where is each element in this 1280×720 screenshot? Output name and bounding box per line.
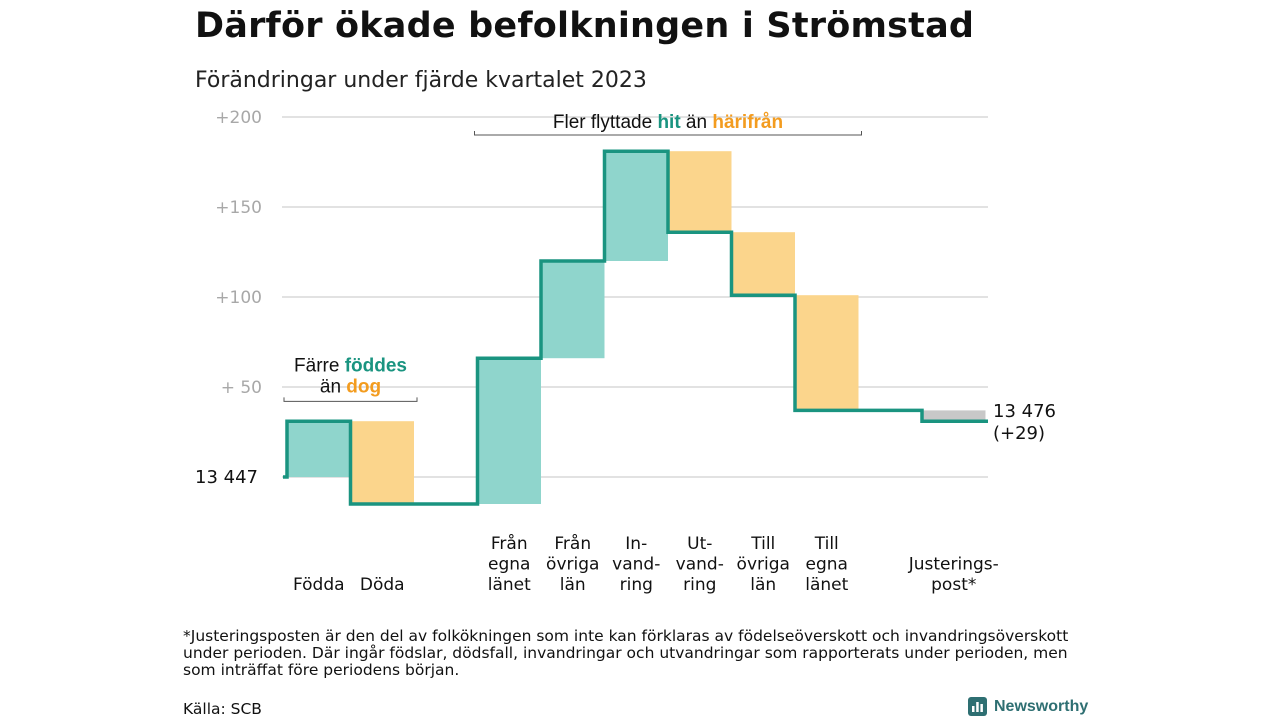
x-category-label: egna xyxy=(806,555,848,575)
start-value-label: 13 447 xyxy=(195,467,258,488)
annotation-part: föddes xyxy=(345,355,407,376)
y-tick-label: +100 xyxy=(215,288,262,308)
annotation-part: Fler flyttade xyxy=(553,112,658,133)
end-value-label: (+29) xyxy=(993,423,1045,444)
annotation-part: dog xyxy=(346,376,381,397)
x-category-label: In- xyxy=(625,534,647,554)
x-category-label: Från xyxy=(554,533,591,554)
waterfall-bar xyxy=(731,232,795,296)
x-category-label: Ut- xyxy=(687,534,712,554)
chart-title: Därför ökade befolkningen i Strömstad xyxy=(195,6,975,46)
y-tick-label: + 50 xyxy=(221,378,262,398)
x-category-label: Till xyxy=(814,534,839,554)
x-category-label: ring xyxy=(620,575,653,595)
x-category-label: länet xyxy=(805,575,848,595)
footnote: *Justeringsposten är den del av folkökni… xyxy=(183,627,1069,679)
x-category-label: övriga xyxy=(546,555,599,575)
annotation-part: Färre xyxy=(294,355,345,376)
brand-logo: Newsworthy xyxy=(968,697,1088,716)
annotation-part: än xyxy=(681,112,713,133)
x-category-label: länet xyxy=(488,575,531,595)
source-label: Källa: SCB xyxy=(183,700,262,718)
x-category-label: län xyxy=(560,575,586,595)
y-tick-label: +150 xyxy=(215,198,262,218)
waterfall-bar xyxy=(668,151,732,233)
x-category-label: Döda xyxy=(360,575,405,595)
waterfall-bar xyxy=(541,261,605,359)
x-category-label: Justerings- xyxy=(908,555,999,575)
waterfall-bar xyxy=(350,421,414,504)
annotation-text: Fler flyttade hit än härifrån xyxy=(553,112,783,133)
x-category-label: ring xyxy=(683,575,716,595)
x-category-label: egna xyxy=(488,555,530,575)
y-tick-label: +200 xyxy=(215,108,262,128)
annotation-part: hit xyxy=(657,112,681,133)
waterfall-bar xyxy=(287,421,351,477)
waterfall-bar xyxy=(604,151,668,261)
annotation-text: Färre föddes xyxy=(294,355,407,376)
brand-name: Newsworthy xyxy=(994,697,1089,715)
annotation-bracket xyxy=(283,397,418,402)
x-category-label: övriga xyxy=(737,555,790,575)
annotation-bracket xyxy=(474,131,862,136)
x-category-label: län xyxy=(750,575,776,595)
waterfall-bar xyxy=(477,358,541,504)
waterfall-bar xyxy=(922,410,986,422)
waterfall-bar xyxy=(795,295,859,411)
x-category-label: Födda xyxy=(293,575,345,595)
end-value-label: 13 476 xyxy=(993,401,1056,422)
annotation-part: härifrån xyxy=(712,112,783,133)
x-category-label: post* xyxy=(931,575,976,595)
x-category-label: Från xyxy=(491,533,528,554)
x-category-label: vand- xyxy=(676,555,724,575)
x-category-label: Till xyxy=(750,534,775,554)
cumulative-step-line xyxy=(283,149,988,506)
newsworthy-logo-icon xyxy=(968,697,987,716)
chart-subtitle: Förändringar under fjärde kvartalet 2023 xyxy=(195,68,647,93)
x-category-label: vand- xyxy=(612,555,660,575)
annotation-text: än dog xyxy=(320,376,381,397)
annotation-part: än xyxy=(320,376,346,397)
